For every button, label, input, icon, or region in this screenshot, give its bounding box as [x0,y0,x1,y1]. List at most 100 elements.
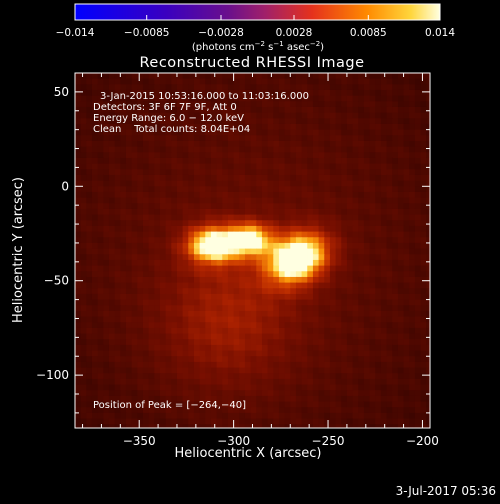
heatmap-cell [301,276,308,284]
heatmap-cell [205,248,212,255]
heatmap-cell [380,282,388,289]
heatmap-cell [301,123,308,131]
heatmap-cell [301,84,308,91]
heatmap-cell [426,333,430,340]
heatmap-cell [284,208,291,216]
heatmap-cell [205,242,212,250]
heatmap-cell [86,418,93,425]
heatmap-cell [284,401,291,408]
heatmap-cell [114,163,121,170]
heatmap-cell [301,225,308,233]
heatmap-cell [397,395,405,403]
heatmap-cell [148,407,155,414]
heatmap-cell [75,225,82,233]
heatmap-cell [75,123,82,131]
heatmap-cell [165,259,172,267]
heatmap-cell [335,84,342,91]
heatmap-cell [182,327,189,335]
heatmap-cell [397,95,405,102]
heatmap-cell [80,305,87,312]
heatmap-cell [154,186,161,193]
heatmap-cell [380,203,388,210]
heatmap-cell [324,163,331,170]
heatmap-cell [222,276,229,284]
heatmap-cell [341,418,348,425]
heatmap-cell [182,225,189,233]
heatmap-cell [103,299,110,306]
heatmap-cell [409,123,416,131]
heatmap-cell [165,299,172,306]
heatmap-cell [171,322,178,329]
heatmap-cell [210,418,218,425]
heatmap-cell [284,356,291,363]
heatmap-cell [329,305,337,312]
heatmap-cell [171,293,178,301]
heatmap-cell [148,316,155,323]
heatmap-cell [80,220,87,227]
heatmap-cell [261,407,269,414]
heatmap-cell [335,191,342,199]
heatmap-cell [86,242,93,250]
heatmap-cell [380,293,388,301]
heatmap-cell [233,361,240,369]
heatmap-cell [114,169,121,176]
heatmap-cell [341,265,348,272]
heatmap-cell [103,231,110,238]
heatmap-cell [120,418,127,425]
heatmap-cell [284,163,291,170]
heatmap-cells [75,73,430,428]
heatmap-cell [142,339,150,346]
heatmap-cell [273,395,280,403]
heatmap-cell [312,197,320,204]
heatmap-cell [335,118,342,125]
heatmap-cell [375,265,382,272]
heatmap-cell [318,356,325,363]
heatmap-cell [205,203,212,210]
heatmap-cell [278,299,286,306]
heatmap-cell [216,180,223,187]
heatmap-cell [273,248,280,255]
heatmap-cell [329,169,337,176]
heatmap-cell [363,123,371,131]
heatmap-cell [290,84,297,91]
heatmap-cell [329,231,337,238]
heatmap-cell [193,106,201,114]
heatmap-cell [397,424,405,428]
heatmap-cell [75,95,82,102]
heatmap-cell [397,73,405,80]
heatmap-cell [375,73,382,80]
heatmap-cell [358,350,365,357]
heatmap-cell [397,129,405,136]
heatmap-cell [301,367,308,374]
heatmap-cell [341,169,348,176]
heatmap-cell [114,203,121,210]
heatmap-cell [409,293,416,301]
heatmap-cell [159,146,167,153]
heatmap-cell [301,288,308,295]
heatmap-cell [403,339,410,346]
heatmap-cell [278,237,286,244]
heatmap-cell [188,191,195,199]
heatmap-cell [369,361,376,369]
heatmap-cell [227,339,235,346]
heatmap-cell [244,367,252,374]
heatmap-cell [295,361,303,369]
heatmap-cell [386,180,393,187]
heatmap-cell [363,157,371,165]
heatmap-cell [142,112,150,119]
heatmap-cell [352,186,359,193]
heatmap-cell [120,282,127,289]
heatmap-cell [278,276,286,284]
heatmap-cell [329,350,337,357]
heatmap-cell [227,395,235,403]
heatmap-cell [409,373,416,380]
heatmap-cell [176,384,184,391]
heatmap-cell [182,180,189,187]
heatmap-cell [210,316,218,323]
heatmap-cell [267,384,274,391]
heatmap-cell [176,316,184,323]
heatmap-cell [290,169,297,176]
heatmap-cell [329,135,337,142]
heatmap-cell [137,344,144,352]
heatmap-cell [125,356,133,363]
